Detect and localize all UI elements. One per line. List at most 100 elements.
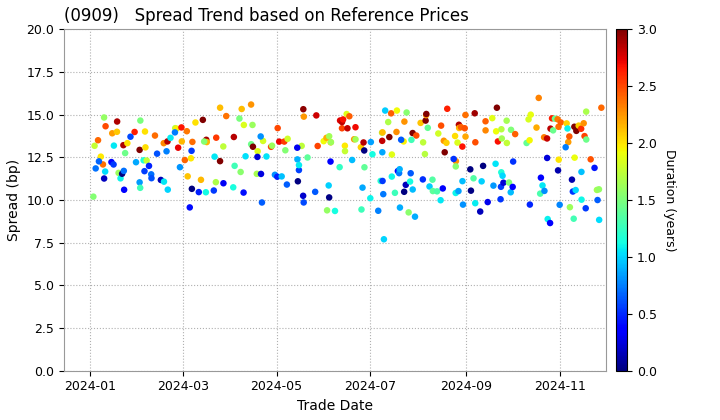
Point xyxy=(182,173,194,180)
Point xyxy=(293,167,305,173)
Point xyxy=(113,170,125,176)
Point xyxy=(162,186,174,193)
Point xyxy=(564,133,575,140)
Point xyxy=(129,129,140,135)
Point xyxy=(329,207,341,214)
Point xyxy=(453,121,464,128)
Point xyxy=(251,171,263,177)
Point xyxy=(348,136,360,143)
Point xyxy=(334,164,346,171)
Point xyxy=(589,165,600,171)
Point xyxy=(320,134,332,141)
Point xyxy=(350,136,361,143)
Point xyxy=(130,159,142,165)
Point xyxy=(382,119,394,126)
Point xyxy=(441,105,453,112)
Point xyxy=(393,170,405,176)
Point xyxy=(108,142,120,149)
Point xyxy=(490,160,501,167)
Point xyxy=(505,189,516,196)
Point xyxy=(415,120,426,126)
Point xyxy=(343,113,355,120)
Point xyxy=(193,189,204,195)
Point xyxy=(162,138,174,145)
Point xyxy=(238,122,250,129)
Point xyxy=(420,112,432,118)
Point xyxy=(252,154,264,160)
Point xyxy=(390,189,401,196)
Point xyxy=(593,216,605,223)
Point xyxy=(120,150,131,157)
Point xyxy=(450,158,462,165)
Point xyxy=(122,140,133,147)
Point xyxy=(372,207,384,214)
Point xyxy=(476,178,487,185)
Point xyxy=(456,143,468,150)
Point xyxy=(427,176,438,183)
Point xyxy=(438,137,449,144)
Point xyxy=(495,196,506,202)
Point xyxy=(323,194,335,201)
Point xyxy=(579,133,590,139)
Point xyxy=(257,138,269,144)
Point xyxy=(281,181,292,188)
Point xyxy=(246,101,257,108)
Point xyxy=(246,141,257,147)
Point xyxy=(169,129,181,136)
Point xyxy=(117,142,129,149)
Point xyxy=(525,111,536,118)
Point xyxy=(209,153,220,160)
Point xyxy=(457,201,469,208)
Point xyxy=(547,127,559,134)
Point xyxy=(201,139,212,145)
Point xyxy=(420,117,431,124)
Point xyxy=(174,164,186,171)
Point xyxy=(125,134,136,140)
Point xyxy=(140,144,151,151)
Point xyxy=(312,143,323,150)
Point xyxy=(378,236,390,243)
Point xyxy=(521,139,532,146)
Point xyxy=(165,134,176,141)
Point xyxy=(480,127,491,134)
Point xyxy=(310,189,321,195)
Point xyxy=(185,155,197,162)
Point xyxy=(106,159,117,165)
Point xyxy=(405,170,416,176)
Point xyxy=(172,144,184,151)
Point xyxy=(325,139,336,146)
Point xyxy=(437,185,449,192)
Point xyxy=(495,169,507,176)
Point xyxy=(580,108,592,115)
Point xyxy=(453,188,464,194)
Point xyxy=(469,139,481,146)
Point xyxy=(215,104,226,111)
Point xyxy=(197,116,209,123)
Point xyxy=(377,149,388,155)
Point xyxy=(92,137,104,144)
Point xyxy=(541,135,553,142)
Point xyxy=(90,165,102,172)
Point xyxy=(356,206,367,213)
Point xyxy=(186,186,197,192)
Point xyxy=(238,189,249,196)
Point xyxy=(409,213,420,220)
Point xyxy=(561,120,572,127)
Point xyxy=(377,129,388,136)
Point xyxy=(553,123,564,130)
Point xyxy=(495,126,507,133)
Point xyxy=(539,134,550,141)
Point xyxy=(595,104,607,111)
Point xyxy=(450,163,462,170)
Point xyxy=(296,142,307,149)
Point xyxy=(318,138,330,144)
Point xyxy=(566,176,577,183)
Point xyxy=(464,166,476,173)
Point xyxy=(422,124,433,131)
Point xyxy=(552,116,563,123)
Point xyxy=(247,121,258,128)
Point xyxy=(555,119,567,126)
Point xyxy=(99,114,110,121)
Point xyxy=(247,143,258,150)
Point xyxy=(189,119,201,126)
